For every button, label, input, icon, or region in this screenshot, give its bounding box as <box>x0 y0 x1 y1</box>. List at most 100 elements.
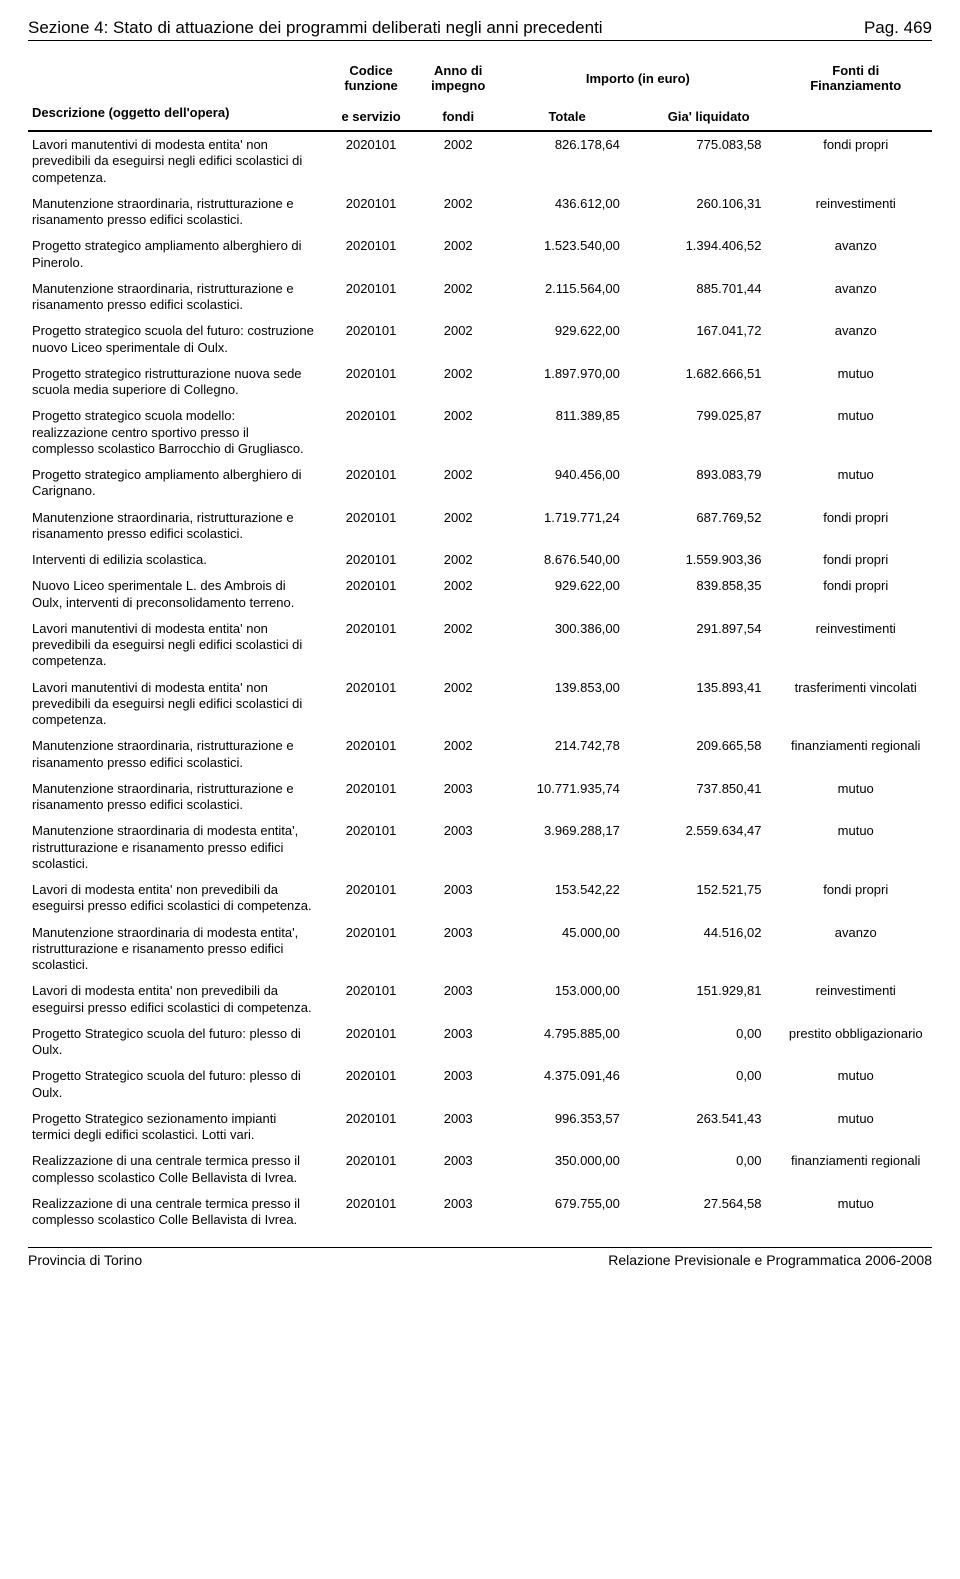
cell-codice: 2020101 <box>322 675 420 734</box>
cell-fonti: avanzo <box>779 318 932 361</box>
table-row: Lavori manutentivi di modesta entita' no… <box>28 616 932 675</box>
cell-liquidato: 799.025,87 <box>638 403 780 462</box>
section-title: Sezione 4: Stato di attuazione dei progr… <box>28 18 603 38</box>
cell-desc: Progetto Strategico scuola del futuro: p… <box>28 1063 322 1106</box>
cell-desc: Lavori di modesta entita' non prevedibil… <box>28 978 322 1021</box>
cell-anno: 2002 <box>420 573 496 616</box>
th-anno-3: fondi <box>420 103 496 131</box>
cell-codice: 2020101 <box>322 616 420 675</box>
table-row: Progetto strategico scuola modello: real… <box>28 403 932 462</box>
table-row: Realizzazione di una centrale termica pr… <box>28 1148 932 1191</box>
cell-codice: 2020101 <box>322 131 420 191</box>
th-codice-3: e servizio <box>322 103 420 131</box>
cell-codice: 2020101 <box>322 547 420 573</box>
table-row: Progetto Strategico scuola del futuro: p… <box>28 1021 932 1064</box>
cell-totale: 940.456,00 <box>496 462 638 505</box>
cell-totale: 214.742,78 <box>496 733 638 776</box>
cell-fonti: mutuo <box>779 1106 932 1149</box>
cell-anno: 2003 <box>420 920 496 979</box>
cell-fonti: reinvestimenti <box>779 191 932 234</box>
cell-fonti: fondi propri <box>779 573 932 616</box>
cell-liquidato: 885.701,44 <box>638 276 780 319</box>
cell-totale: 300.386,00 <box>496 616 638 675</box>
cell-anno: 2002 <box>420 361 496 404</box>
cell-totale: 4.375.091,46 <box>496 1063 638 1106</box>
cell-liquidato: 27.564,58 <box>638 1191 780 1234</box>
cell-anno: 2002 <box>420 675 496 734</box>
th-fonti-1: Fonti di <box>783 63 928 78</box>
th-anno-1: Anno di <box>424 63 492 78</box>
cell-totale: 811.389,85 <box>496 403 638 462</box>
cell-totale: 1.897.970,00 <box>496 361 638 404</box>
cell-totale: 1.523.540,00 <box>496 233 638 276</box>
table-row: Manutenzione straordinaria, ristrutturaz… <box>28 776 932 819</box>
cell-anno: 2002 <box>420 233 496 276</box>
cell-liquidato: 1.682.666,51 <box>638 361 780 404</box>
cell-totale: 10.771.935,74 <box>496 776 638 819</box>
cell-desc: Manutenzione straordinaria, ristrutturaz… <box>28 505 322 548</box>
cell-desc: Realizzazione di una centrale termica pr… <box>28 1191 322 1234</box>
page-number: Pag. 469 <box>864 18 932 38</box>
cell-anno: 2002 <box>420 403 496 462</box>
th-totale: Totale <box>496 103 638 131</box>
cell-fonti: reinvestimenti <box>779 978 932 1021</box>
table-row: Manutenzione straordinaria, ristrutturaz… <box>28 191 932 234</box>
cell-codice: 2020101 <box>322 978 420 1021</box>
cell-desc: Manutenzione straordinaria di modesta en… <box>28 818 322 877</box>
cell-fonti: mutuo <box>779 403 932 462</box>
cell-codice: 2020101 <box>322 276 420 319</box>
cell-liquidato: 839.858,35 <box>638 573 780 616</box>
cell-anno: 2003 <box>420 1191 496 1234</box>
cell-fonti: fondi propri <box>779 131 932 191</box>
cell-desc: Interventi di edilizia scolastica. <box>28 547 322 573</box>
table-row: Progetto strategico ristrutturazione nuo… <box>28 361 932 404</box>
cell-totale: 139.853,00 <box>496 675 638 734</box>
footer-left: Provincia di Torino <box>28 1252 142 1268</box>
cell-codice: 2020101 <box>322 233 420 276</box>
cell-totale: 45.000,00 <box>496 920 638 979</box>
cell-fonti: mutuo <box>779 818 932 877</box>
cell-anno: 2003 <box>420 877 496 920</box>
cell-codice: 2020101 <box>322 1191 420 1234</box>
cell-liquidato: 0,00 <box>638 1148 780 1191</box>
cell-totale: 929.622,00 <box>496 573 638 616</box>
cell-desc: Progetto strategico scuola modello: real… <box>28 403 322 462</box>
page-header: Sezione 4: Stato di attuazione dei progr… <box>28 18 932 41</box>
table-row: Progetto Strategico sezionamento impiant… <box>28 1106 932 1149</box>
table-row: Nuovo Liceo sperimentale L. des Ambrois … <box>28 573 932 616</box>
cell-anno: 2002 <box>420 733 496 776</box>
th-anno-2: impegno <box>424 78 492 93</box>
cell-anno: 2002 <box>420 191 496 234</box>
cell-desc: Manutenzione straordinaria di modesta en… <box>28 920 322 979</box>
cell-fonti: avanzo <box>779 920 932 979</box>
cell-totale: 1.719.771,24 <box>496 505 638 548</box>
cell-desc: Manutenzione straordinaria, ristrutturaz… <box>28 276 322 319</box>
cell-anno: 2003 <box>420 776 496 819</box>
table-row: Manutenzione straordinaria, ristrutturaz… <box>28 276 932 319</box>
cell-totale: 350.000,00 <box>496 1148 638 1191</box>
cell-desc: Lavori manutentivi di modesta entita' no… <box>28 675 322 734</box>
cell-desc: Lavori di modesta entita' non prevedibil… <box>28 877 322 920</box>
table-row: Manutenzione straordinaria di modesta en… <box>28 920 932 979</box>
cell-fonti: mutuo <box>779 776 932 819</box>
cell-desc: Manutenzione straordinaria, ristrutturaz… <box>28 191 322 234</box>
table-row: Manutenzione straordinaria, ristrutturaz… <box>28 505 932 548</box>
cell-codice: 2020101 <box>322 361 420 404</box>
table-row: Lavori di modesta entita' non prevedibil… <box>28 877 932 920</box>
table-row: Realizzazione di una centrale termica pr… <box>28 1191 932 1234</box>
cell-liquidato: 263.541,43 <box>638 1106 780 1149</box>
cell-codice: 2020101 <box>322 920 420 979</box>
table-row: Lavori manutentivi di modesta entita' no… <box>28 131 932 191</box>
th-importo: Importo (in euro) <box>586 71 690 86</box>
cell-codice: 2020101 <box>322 1148 420 1191</box>
cell-liquidato: 687.769,52 <box>638 505 780 548</box>
table-row: Progetto strategico ampliamento alberghi… <box>28 233 932 276</box>
cell-anno: 2003 <box>420 1063 496 1106</box>
cell-codice: 2020101 <box>322 776 420 819</box>
cell-codice: 2020101 <box>322 733 420 776</box>
th-fonti-2: Finanziamento <box>783 78 928 93</box>
cell-desc: Manutenzione straordinaria, ristrutturaz… <box>28 776 322 819</box>
cell-totale: 679.755,00 <box>496 1191 638 1234</box>
cell-liquidato: 2.559.634,47 <box>638 818 780 877</box>
cell-codice: 2020101 <box>322 1021 420 1064</box>
